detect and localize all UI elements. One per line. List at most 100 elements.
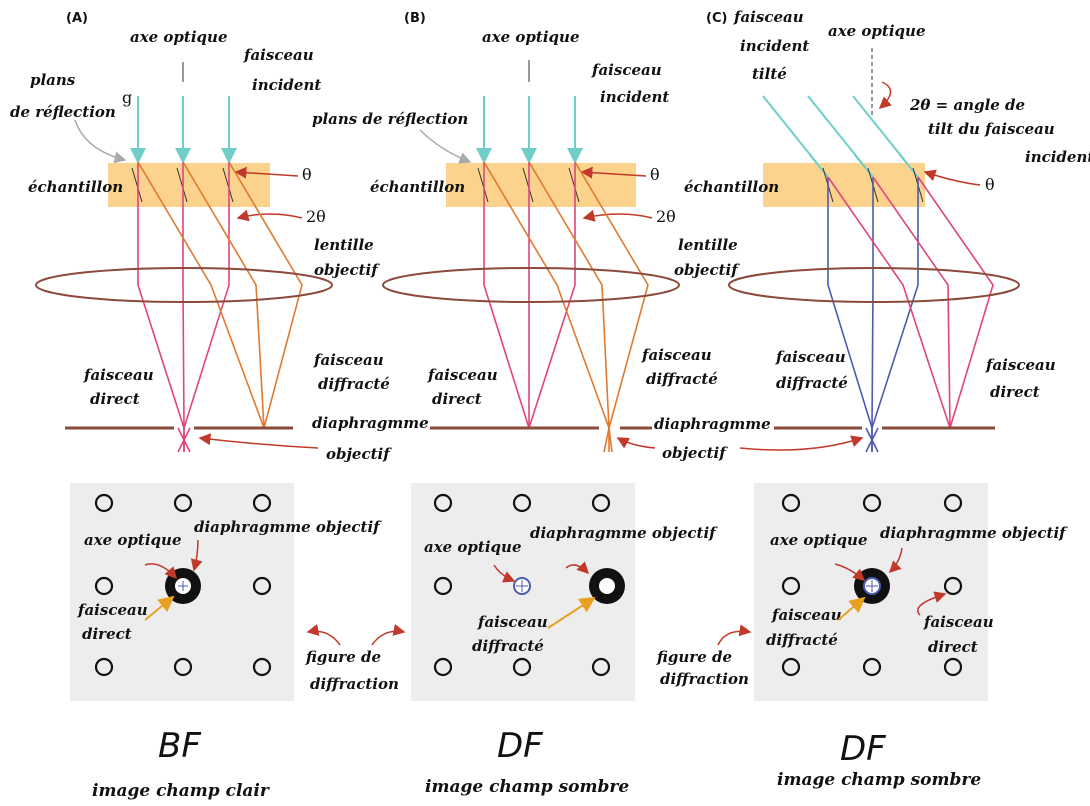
panel-b-2theta-arrow (582, 209, 653, 222)
panel-c-pattern-spots (781, 493, 963, 677)
panel-c-figure-arrow (717, 624, 752, 646)
panel-b-planes-label: plans de réflection (312, 110, 468, 128)
panel-b-diffracted-label-1: faisceau (641, 346, 712, 364)
panel-c-direct-label-1: faisceau (985, 356, 1056, 374)
panel-b-2theta-label: 2θ (656, 207, 676, 226)
panel-a-tag: (A) (66, 11, 88, 26)
panel-a-g-label: g (122, 88, 132, 107)
panel-b-pattern-spots (433, 493, 611, 677)
panel-b-beam-arrow (547, 596, 596, 629)
panel-a-pattern-beam-label-2: direct (82, 625, 132, 643)
panel-b-diaphragm-arrow (616, 437, 656, 449)
panel-b-direct-label-1: faisceau (427, 366, 498, 384)
panel-c-axis-arrow (834, 563, 866, 581)
panel-a: (A) axe optique faisceau incident plans … (10, 11, 429, 801)
panel-a-axis-arrow (144, 563, 177, 580)
panel-b-reflecting-planes (477, 167, 580, 203)
panel-c-tilt-arrow (878, 81, 892, 110)
panel-c-tilt-label-3: incident (1025, 148, 1090, 166)
panel-a-incident-label-1: faisceau (243, 46, 314, 64)
panel-b-specimen (446, 163, 636, 207)
panel-c-specimen-label: échantillon (684, 178, 779, 196)
panel-a-2theta-label: 2θ (306, 207, 326, 226)
panel-c-pattern-axis-label: axe optique (770, 531, 868, 549)
panel-b-planes-pointer (419, 129, 472, 164)
panel-b-pattern-beam-label-1: faisceau (477, 613, 548, 631)
panel-c-figure-label-1: figure de (656, 648, 732, 666)
panel-b-figure-arrow-left (306, 624, 341, 646)
panel-c-diffracted-label-1: faisceau (775, 348, 846, 366)
panel-a-diffracted-label-2: diffracté (318, 375, 390, 393)
panel-b-caption: image champ sombre (425, 777, 629, 797)
panel-a-theta-arrow (234, 166, 299, 179)
shared-diaphragm-label-2: objectif (662, 444, 728, 462)
panel-b-mode: DF (497, 726, 543, 766)
panel-c-rays (827, 176, 994, 453)
panel-c-tilt-label-2: tilt du faisceau (928, 120, 1055, 138)
panel-a-theta-label: θ (302, 165, 312, 184)
panel-c-tilted-label-3: tilté (752, 65, 787, 83)
panel-c-diaphragm-arrow (739, 435, 864, 451)
panel-a-direct-label-2: direct (90, 390, 140, 408)
panel-a-diaphragm-label-1: diaphragmme (312, 414, 429, 432)
shared-diaphragm-label-1: diaphragmme (654, 415, 771, 433)
panel-c-pattern-direct-label-2: direct (928, 638, 978, 656)
panel-a-rays (137, 161, 303, 453)
panel-c-optic-axis-label: axe optique (828, 22, 926, 40)
panel-b-lens-label-2: objectif (674, 261, 740, 279)
panel-c-pattern-diffr-label-2: diffracté (766, 631, 838, 649)
panel-a-optic-axis-label: axe optique (130, 28, 228, 46)
panel-a-beam-arrow (144, 595, 175, 621)
panel-b-pattern-diffracted-spot (599, 578, 615, 594)
panel-a-diaphragm-label-2: objectif (326, 445, 392, 463)
panel-a-direct-label-1: faisceau (83, 366, 154, 384)
panel-a-diaphragm-arrow (198, 433, 319, 449)
panel-b-figure-label-2: diffraction (310, 675, 399, 693)
panel-c-theta-arrow (923, 169, 981, 186)
panel-c-pattern-direct-label-1: faisceau (923, 613, 994, 631)
panel-c-tilt-label-1: 2θ = angle de (909, 96, 1025, 114)
panel-c-direct-label-2: direct (990, 383, 1040, 401)
panel-a-pattern-axis-label: axe optique (84, 531, 182, 549)
panel-b-optic-axis-label: axe optique (482, 28, 580, 46)
panel-b-tag: (B) (404, 11, 426, 26)
panel-c-diaphragm-pat-arrow (888, 547, 903, 574)
panel-a-2theta-arrow (236, 209, 303, 222)
panel-a-pattern-beam-label-1: faisceau (77, 601, 148, 619)
panel-c-figure-label-2: diffraction (660, 670, 749, 688)
panel-b-direct-label-2: direct (432, 390, 482, 408)
panel-c: (C) faisceau incident tilté axe optique … (656, 8, 1090, 790)
panel-c-pattern-diffr-label-1: faisceau (771, 606, 842, 624)
panel-b-objective-lens (382, 267, 680, 303)
panel-b-axis-arrow (493, 564, 516, 583)
panel-c-objective-lens (728, 267, 1020, 303)
panel-b-theta-label: θ (650, 165, 660, 184)
panel-a-planes-label-1: plans (30, 71, 76, 89)
panel-b-specimen-label: échantillon (370, 178, 465, 196)
panel-b: (B) axe optique faisceau incident plans … (305, 11, 864, 797)
panel-b-figure-arrow-right (371, 624, 406, 646)
panel-b-pattern-diaphragm-label: diaphragmme objectif (530, 524, 718, 542)
panel-c-diffracted-label-2: diffracté (776, 374, 848, 392)
panel-a-pattern-spots (94, 493, 272, 677)
panel-b-figure-label-1: figure de (305, 648, 381, 666)
panel-b-diffracted-label-2: diffracté (646, 370, 718, 388)
panel-a-caption: image champ clair (92, 781, 270, 801)
panel-c-mode: DF (840, 729, 886, 769)
panel-c-diffr-arrow (837, 596, 866, 621)
panel-b-pattern-axis-label: axe optique (424, 538, 522, 556)
panel-c-caption: image champ sombre (777, 770, 981, 790)
panel-b-incident-label-1: faisceau (591, 61, 662, 79)
panel-a-planes-pointer (74, 119, 127, 164)
panel-c-tilted-label-2: incident (740, 37, 809, 55)
panel-a-planes-label-2: de réflection (10, 103, 116, 121)
panel-a-specimen-label: échantillon (28, 178, 123, 196)
panel-b-theta-arrow (580, 166, 647, 179)
panel-a-reflecting-planes (131, 167, 234, 203)
panel-a-diffracted-label-1: faisceau (313, 351, 384, 369)
panel-c-direct-arrow (917, 591, 947, 616)
panel-c-tag: (C) (706, 11, 727, 26)
panel-a-mode: BF (158, 726, 201, 766)
